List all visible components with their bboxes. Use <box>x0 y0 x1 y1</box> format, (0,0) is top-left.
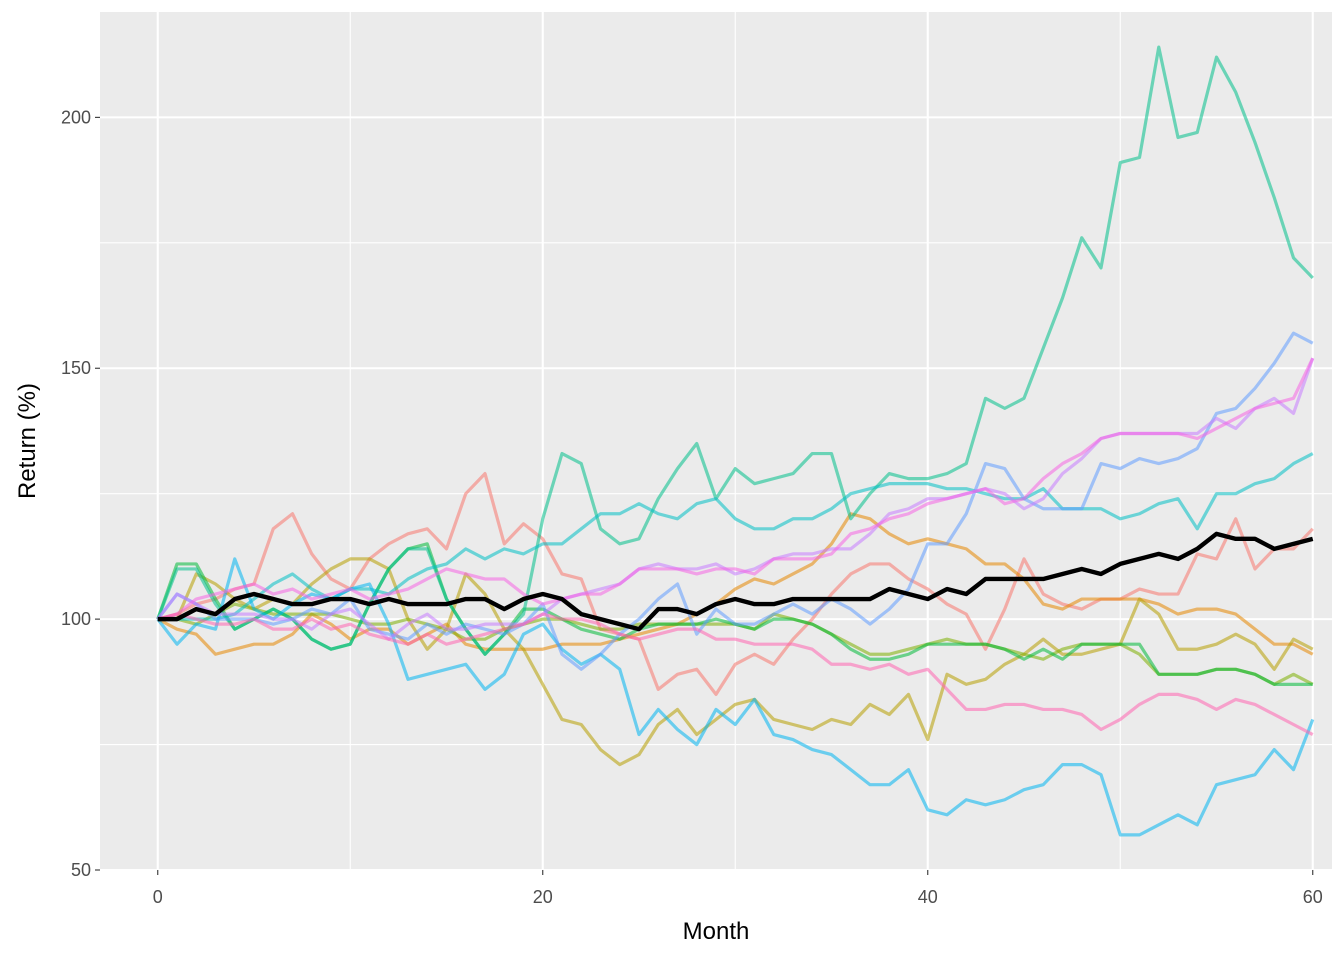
x-tick-label: 60 <box>1303 887 1323 907</box>
y-tick-label: 50 <box>71 860 91 880</box>
x-axis-ticks: 0 20 40 60 <box>153 870 1323 907</box>
x-axis-title: Month <box>683 918 750 945</box>
plot-panel <box>100 12 1332 870</box>
y-tick-label: 100 <box>61 609 91 629</box>
x-tick-label: 40 <box>918 887 938 907</box>
series-line-2 <box>157 512 1314 656</box>
series-line-6 <box>156 45 1314 656</box>
series-line-mean <box>157 531 1314 632</box>
x-tick-label: 0 <box>153 887 163 907</box>
y-axis-ticks: 50 100 150 200 <box>61 107 100 880</box>
series-line-12 <box>157 612 1314 736</box>
y-axis-title: Return (%) <box>14 383 41 499</box>
minor-gridlines <box>100 12 1332 870</box>
series-line-11 <box>157 357 1315 621</box>
major-gridlines <box>100 12 1332 872</box>
y-tick-label: 200 <box>61 107 91 127</box>
y-tick-label: 150 <box>61 358 91 378</box>
series-lines <box>156 45 1315 837</box>
x-tick-label: 20 <box>533 887 553 907</box>
